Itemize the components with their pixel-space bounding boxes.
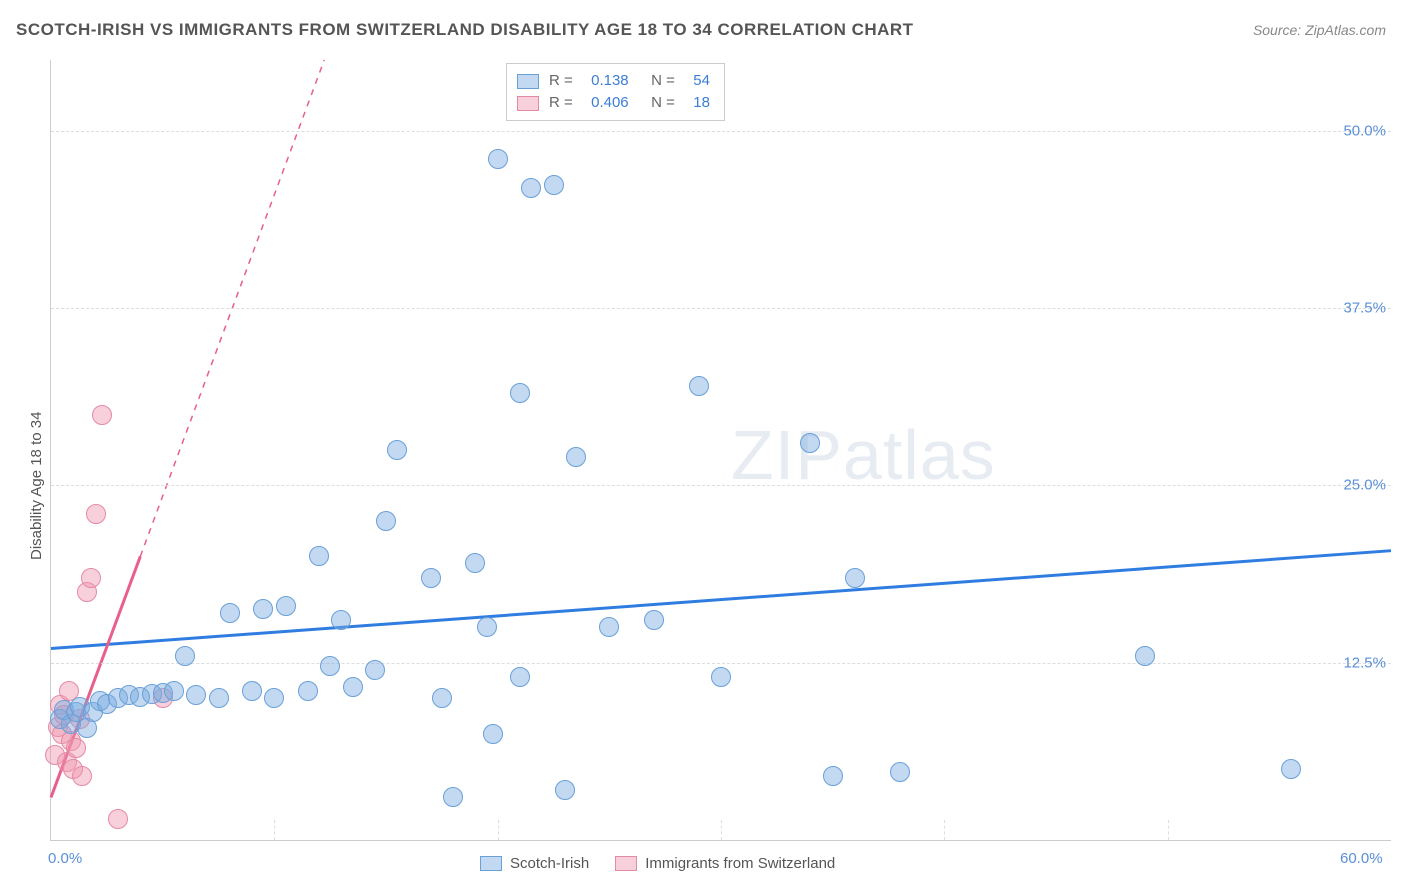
x-tick-max: 60.0% <box>1340 850 1383 867</box>
data-point <box>220 603 240 623</box>
data-point <box>711 667 731 687</box>
x-tick-mark <box>274 820 275 840</box>
data-point <box>599 617 619 637</box>
legend-series-label: Scotch-Irish <box>510 855 589 872</box>
data-point <box>108 809 128 829</box>
legend-r-label: R = <box>549 92 577 114</box>
data-point <box>890 762 910 782</box>
data-point <box>443 787 463 807</box>
data-point <box>555 780 575 800</box>
data-point <box>823 766 843 786</box>
legend-swatch <box>480 856 502 871</box>
data-point <box>510 383 530 403</box>
data-point <box>510 667 530 687</box>
y-tick-label: 37.5% <box>1331 300 1386 317</box>
data-point <box>488 149 508 169</box>
x-tick-mark <box>498 820 499 840</box>
data-point <box>175 646 195 666</box>
data-point <box>521 178 541 198</box>
data-point <box>800 433 820 453</box>
data-point <box>298 681 318 701</box>
data-point <box>644 610 664 630</box>
data-point <box>343 677 363 697</box>
data-point <box>387 440 407 460</box>
x-tick-mark <box>944 820 945 840</box>
gridline-horizontal <box>51 308 1391 309</box>
legend-r-value: 0.406 <box>587 92 629 114</box>
trendline-scotch_irish <box>51 551 1391 649</box>
data-point <box>242 681 262 701</box>
y-axis-label: Disability Age 18 to 34 <box>28 412 45 560</box>
data-point <box>689 376 709 396</box>
source-label: Source: ZipAtlas.com <box>1253 22 1386 38</box>
chart-container: SCOTCH-IRISH VS IMMIGRANTS FROM SWITZERL… <box>0 0 1406 892</box>
data-point <box>209 688 229 708</box>
legend-n-value: 18 <box>689 92 710 114</box>
legend-correlation: R = 0.138 N = 54R = 0.406 N = 18 <box>506 63 725 121</box>
data-point <box>320 656 340 676</box>
x-tick-mark <box>721 820 722 840</box>
legend-swatch <box>615 856 637 871</box>
data-point <box>421 568 441 588</box>
legend-row: R = 0.138 N = 54 <box>517 70 710 92</box>
data-point <box>331 610 351 630</box>
data-point <box>66 738 86 758</box>
data-point <box>253 599 273 619</box>
legend-n-label: N = <box>639 70 679 92</box>
data-point <box>566 447 586 467</box>
legend-n-label: N = <box>639 92 679 114</box>
data-point <box>264 688 284 708</box>
plot-area: ZIPatlas R = 0.138 N = 54R = 0.406 N = 1… <box>50 60 1391 841</box>
data-point <box>72 766 92 786</box>
data-point <box>544 175 564 195</box>
chart-title: SCOTCH-IRISH VS IMMIGRANTS FROM SWITZERL… <box>16 20 914 40</box>
gridline-horizontal <box>51 485 1391 486</box>
data-point <box>365 660 385 680</box>
legend-series: Scotch-Irish Immigrants from Switzerland <box>480 855 853 872</box>
data-point <box>432 688 452 708</box>
trend-lines <box>51 60 1391 840</box>
data-point <box>92 405 112 425</box>
y-tick-label: 12.5% <box>1331 654 1386 671</box>
legend-swatch <box>517 96 539 111</box>
data-point <box>1281 759 1301 779</box>
data-point <box>845 568 865 588</box>
legend-swatch <box>517 74 539 89</box>
x-tick-min: 0.0% <box>48 850 82 867</box>
y-tick-label: 25.0% <box>1331 477 1386 494</box>
data-point <box>309 546 329 566</box>
y-tick-label: 50.0% <box>1331 122 1386 139</box>
data-point <box>164 681 184 701</box>
data-point <box>86 504 106 524</box>
data-point <box>376 511 396 531</box>
data-point <box>81 568 101 588</box>
data-point <box>483 724 503 744</box>
gridline-horizontal <box>51 131 1391 132</box>
legend-n-value: 54 <box>689 70 710 92</box>
data-point <box>276 596 296 616</box>
legend-r-label: R = <box>549 70 577 92</box>
data-point <box>465 553 485 573</box>
gridline-horizontal <box>51 663 1391 664</box>
data-point <box>186 685 206 705</box>
x-tick-mark <box>1168 820 1169 840</box>
data-point <box>477 617 497 637</box>
data-point <box>1135 646 1155 666</box>
legend-row: R = 0.406 N = 18 <box>517 92 710 114</box>
legend-r-value: 0.138 <box>587 70 629 92</box>
legend-series-label: Immigrants from Switzerland <box>645 855 835 872</box>
